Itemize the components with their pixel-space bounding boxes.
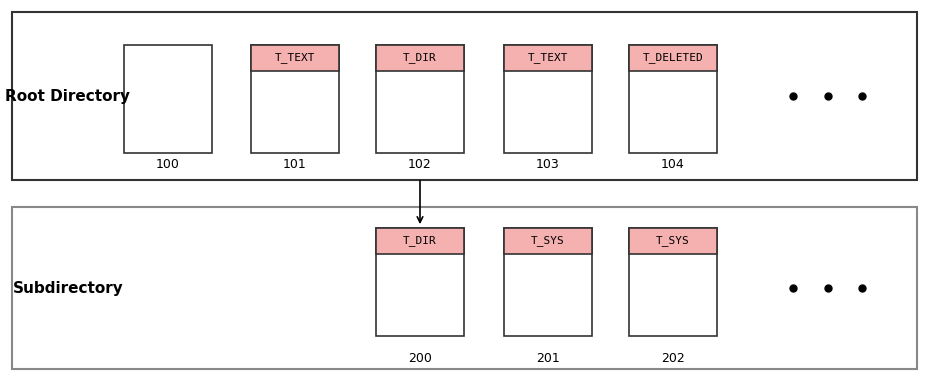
Text: 202: 202 (662, 352, 685, 365)
Bar (629, 228, 717, 254)
Bar (504, 45, 592, 71)
Text: 103: 103 (536, 158, 560, 171)
Bar (376, 45, 464, 153)
Bar (629, 228, 717, 336)
Bar (124, 45, 212, 153)
Bar (251, 45, 339, 153)
Bar (629, 45, 717, 71)
Text: T_DIR: T_DIR (403, 53, 437, 64)
Bar (504, 228, 592, 254)
Text: T_TEXT: T_TEXT (275, 53, 315, 64)
Bar (629, 45, 717, 153)
Bar (504, 228, 592, 336)
Text: Subdirectory: Subdirectory (12, 280, 123, 296)
Text: 101: 101 (283, 158, 307, 171)
Text: 102: 102 (408, 158, 432, 171)
Bar (504, 45, 592, 153)
Text: T_DIR: T_DIR (403, 235, 437, 247)
Text: 100: 100 (156, 158, 180, 171)
Bar (376, 228, 464, 336)
Text: 201: 201 (536, 352, 560, 365)
Text: T_TEXT: T_TEXT (528, 53, 568, 64)
Text: T_SYS: T_SYS (656, 235, 690, 247)
Bar (12, 207, 917, 369)
Text: 104: 104 (662, 158, 685, 171)
Text: Root Directory: Root Directory (6, 88, 131, 104)
Bar (12, 12, 917, 180)
Bar (251, 45, 339, 71)
Text: T_SYS: T_SYS (531, 235, 565, 247)
Bar (376, 45, 464, 71)
Bar (376, 228, 464, 254)
Text: T_DELETED: T_DELETED (643, 53, 703, 64)
Text: 200: 200 (408, 352, 432, 365)
